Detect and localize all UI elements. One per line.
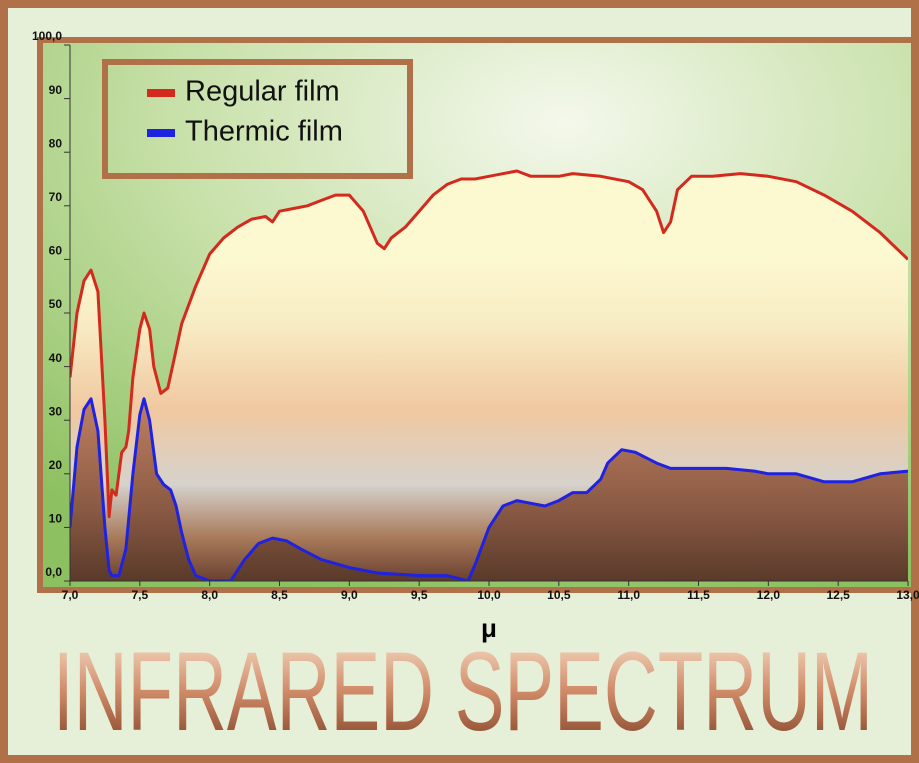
x-tick-label: 11,5 (687, 588, 710, 602)
x-tick-label: 10,5 (547, 588, 571, 602)
legend-label: Regular film (185, 76, 340, 108)
x-tick-label: 9,5 (411, 588, 428, 602)
x-tick-label: 12,5 (826, 588, 850, 602)
chart: 0,0 10 20 30 40 50 60 70 80 90 100,0 7,0 7,5 8,0 8,5 9,… (0, 0, 919, 763)
y-tick-label: 50 (49, 297, 63, 311)
legend-swatch (147, 129, 175, 137)
y-tick-label: 0,0 (45, 565, 62, 579)
chart-title: INFRARED SPECTRUM (53, 629, 873, 754)
y-tick-label: 90 (49, 83, 63, 97)
y-tick-label: 60 (49, 244, 63, 258)
x-tick-label: 8,5 (271, 588, 288, 602)
y-tick-label: 10 (49, 512, 63, 526)
x-tick-label: 7,5 (131, 588, 148, 602)
y-tick-label: 80 (49, 136, 63, 150)
y-tick-label: 30 (49, 404, 63, 418)
legend-swatch (147, 89, 175, 97)
x-tick-label: 7,0 (62, 588, 79, 602)
y-tick-label: 70 (49, 190, 63, 204)
legend-label: Thermic film (185, 116, 343, 148)
y-tick-label: 20 (49, 458, 63, 472)
x-tick-label: 9,0 (341, 588, 358, 602)
x-tick-label: 13,0 (896, 588, 919, 602)
x-tick-label: 12,0 (757, 588, 781, 602)
x-tick-label: 8,0 (201, 588, 218, 602)
x-tick-label: 10,0 (477, 588, 501, 602)
x-tick-label: 11,0 (617, 588, 640, 602)
y-tick-label: 100,0 (32, 29, 62, 43)
y-tick-label: 40 (49, 351, 63, 365)
